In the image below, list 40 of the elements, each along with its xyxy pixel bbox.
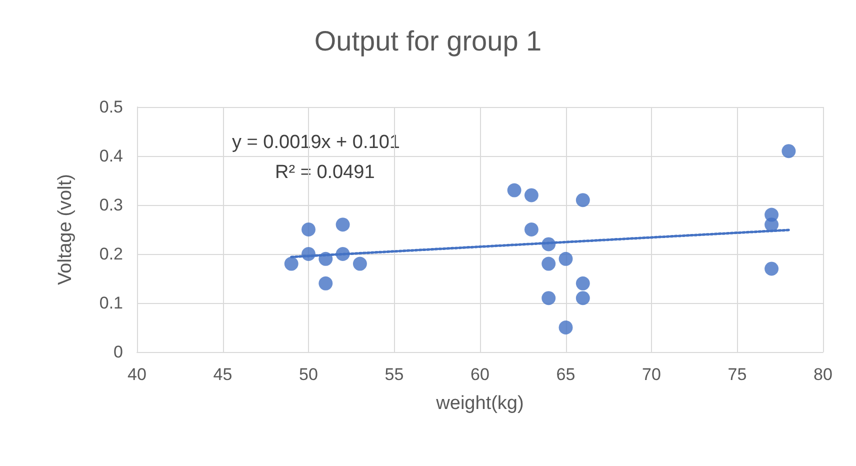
point [284,256,298,271]
x-tick-label: 60 [470,365,490,384]
point [507,183,522,198]
x-tick-label: 75 [728,365,747,384]
point [318,252,333,266]
y-tick-label: 0.1 [99,294,123,312]
x-tick-label: 70 [642,365,661,384]
point [558,252,573,266]
point [524,188,538,202]
y-tick-label: 0.5 [99,98,123,116]
point [302,222,316,236]
point [318,276,333,290]
y-axis-title: Voltage (volt) [55,174,76,285]
point [542,256,556,271]
y-tick-label: 0.2 [99,244,123,264]
point [336,247,350,261]
point [352,256,367,271]
y-tick-label: 0.3 [99,196,123,214]
x-tick-label: 45 [213,365,232,384]
x-tick-label: 80 [814,365,832,384]
point [576,291,590,306]
y-tick-label: 0.4 [99,146,123,166]
point [542,237,556,252]
point [764,218,779,232]
point [558,320,573,334]
x-tick-label: 65 [556,365,576,384]
x-tick-label: 55 [384,365,404,384]
x-axis-title: weight(kg) [435,393,524,414]
point [576,276,590,290]
point [542,291,556,306]
x-tick-label: 40 [128,365,146,384]
point [336,218,350,232]
point [764,262,779,276]
x-tick-label: 50 [299,365,318,384]
point [524,222,538,236]
point [302,247,316,261]
y-tick-label: 0 [114,342,123,362]
chart-title: Output for group 1 [314,26,542,56]
point [576,193,590,208]
point [782,144,796,158]
